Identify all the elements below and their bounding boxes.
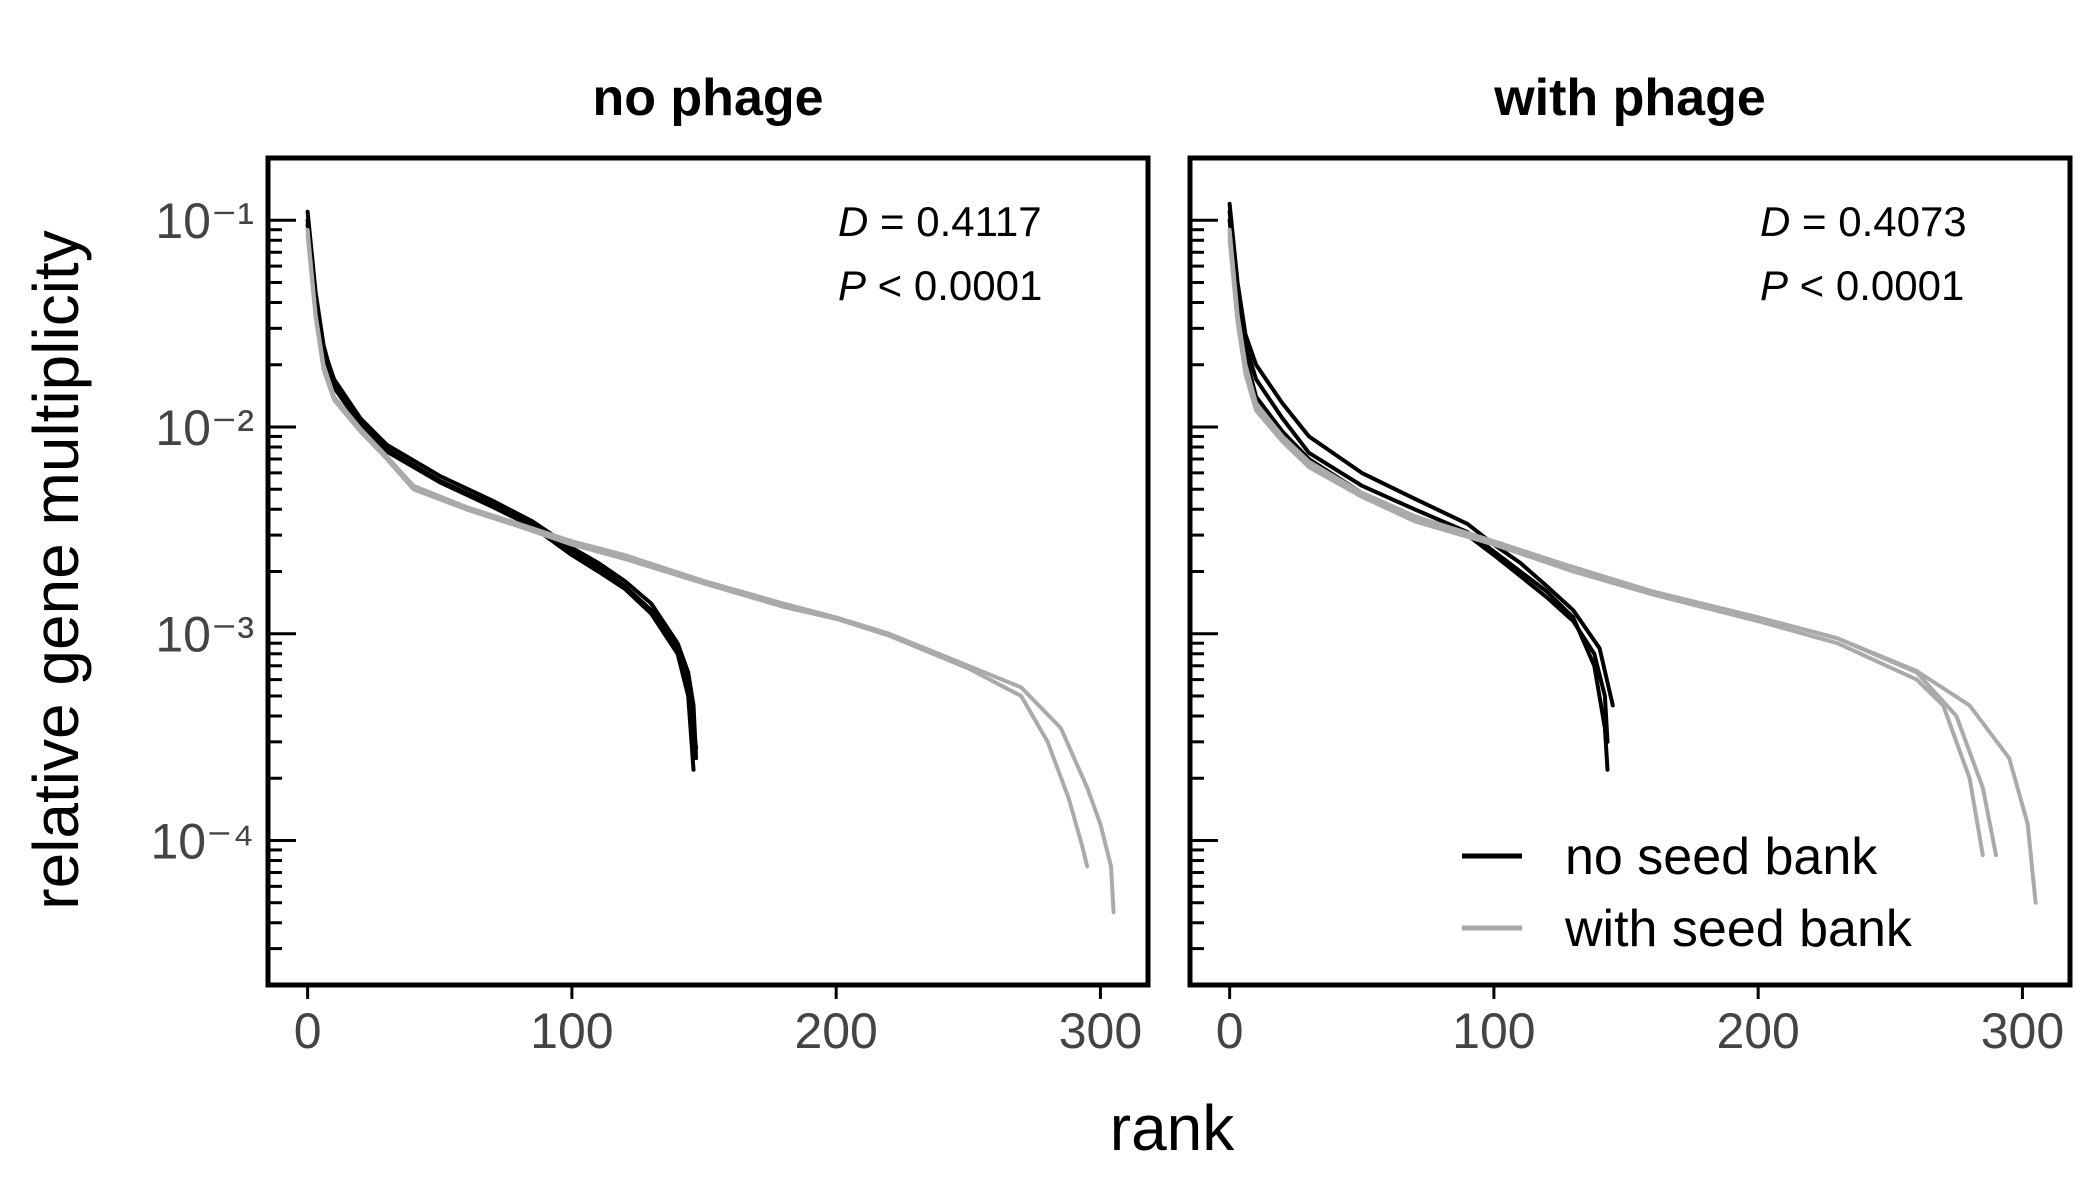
panel-1: no phage 0 100 200 300 10⁻¹ 10⁻² 10⁻³ 10⁻⁴ D = 0.… <box>151 69 1151 1059</box>
legend-label-2: with seed bank <box>1564 900 1913 958</box>
series-line-1 <box>1227 201 1615 708</box>
x-tick-label: 0 <box>1216 1003 1244 1059</box>
x-axis-label: rank <box>1110 1092 1236 1164</box>
panels-layer: no phage 0 100 200 300 10⁻¹ 10⁻² 10⁻³ 10⁻⁴ D = 0.… <box>151 69 2073 1059</box>
series-line-4 <box>305 227 1116 915</box>
y-axis-label: relative gene multiplicity <box>20 230 92 909</box>
series-line-2 <box>1227 209 1610 772</box>
y-tick-label: 10⁻³ <box>155 607 254 663</box>
series-line-4 <box>1227 227 1998 858</box>
stat-d-text: D = 0.4073 <box>1760 198 1967 245</box>
stat-d-text: D = 0.4117 <box>838 198 1042 245</box>
y-tick-label: 10⁻² <box>155 400 254 456</box>
x-tick-label: 200 <box>794 1003 877 1059</box>
legend: no seed bank with seed bank <box>1462 828 1913 958</box>
series-line-1 <box>305 209 699 750</box>
stat-p-text: P < 0.0001 <box>1760 262 1964 309</box>
series-line-2 <box>305 218 699 761</box>
y-tick-label: 10⁻¹ <box>155 193 254 249</box>
panel-title: with phage <box>1493 69 1766 127</box>
series-line-3 <box>305 222 696 772</box>
series-line-3 <box>1227 218 1610 744</box>
panel-2: with phage 0 100 200 300 D = 0.4073 P < 0.0001 <box>1187 69 2073 1059</box>
panel-title: no phage <box>592 69 823 127</box>
x-tick-label: 0 <box>294 1003 322 1059</box>
x-tick-label: 300 <box>1981 1003 2064 1059</box>
legend-label-1: no seed bank <box>1565 828 1878 886</box>
series-line-5 <box>305 232 1090 869</box>
series-line-6 <box>1227 238 2038 905</box>
x-tick-label: 100 <box>1452 1003 1535 1059</box>
x-tick-label: 200 <box>1716 1003 1799 1059</box>
y-tick-label: 10⁻⁴ <box>151 813 255 869</box>
stat-p-text: P < 0.0001 <box>838 262 1042 309</box>
x-tick-label: 300 <box>1059 1003 1142 1059</box>
x-tick-label: 100 <box>530 1003 613 1059</box>
